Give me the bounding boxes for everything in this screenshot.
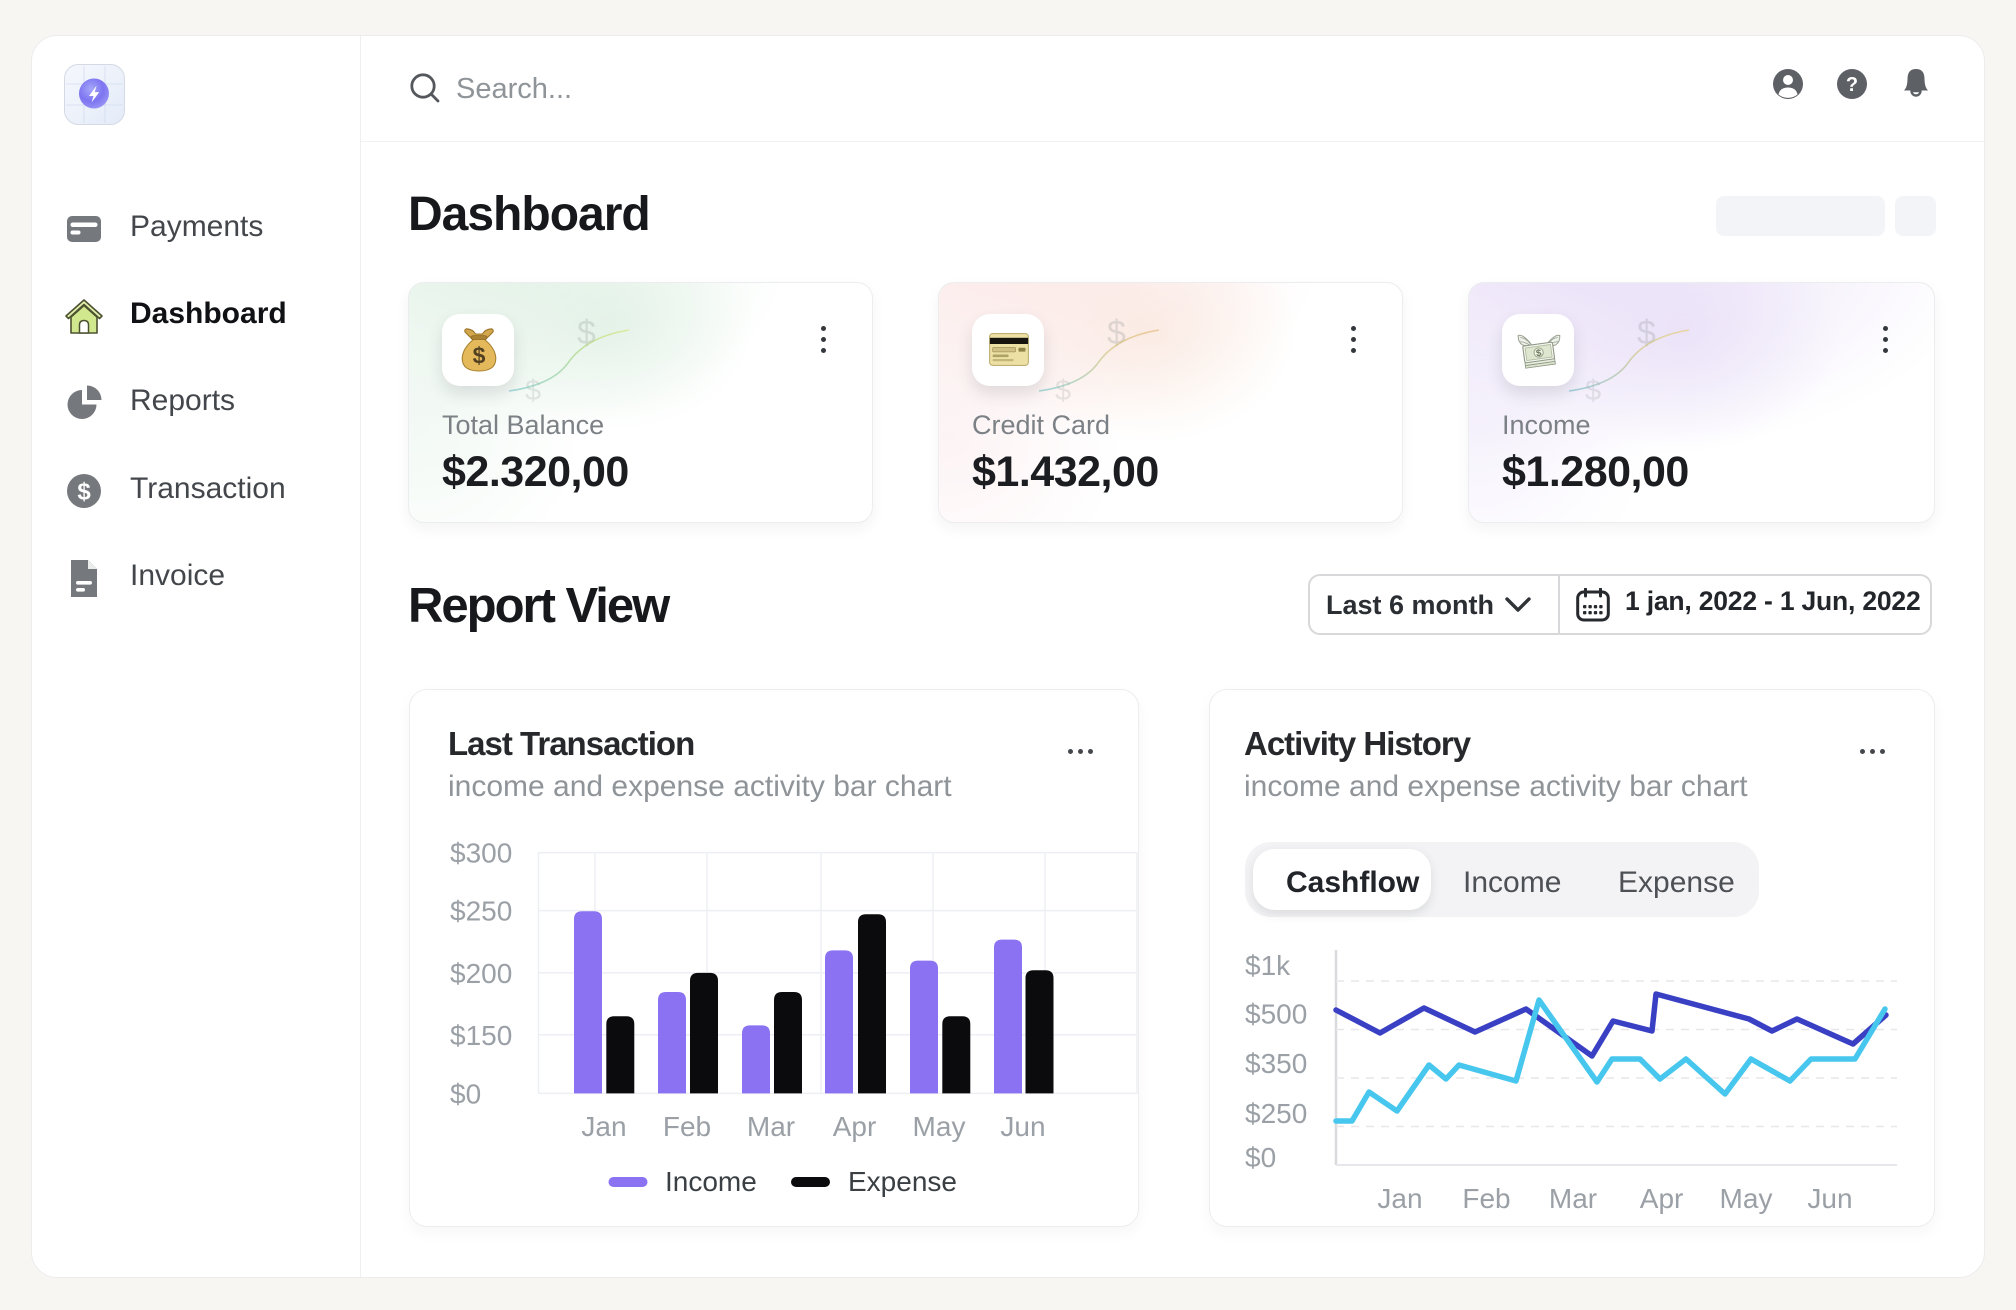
svg-text:$200: $200 [450,958,512,989]
svg-text:$1k: $1k [1245,950,1291,981]
svg-text:Apr: Apr [1640,1183,1684,1214]
svg-text:$250: $250 [450,896,512,927]
svg-text:Jun: Jun [1807,1183,1852,1214]
svg-text:$0: $0 [450,1078,481,1109]
svg-text:$250: $250 [1245,1098,1307,1129]
svg-text:May: May [1720,1183,1773,1214]
svg-text:$500: $500 [1245,999,1307,1030]
svg-text:$: $ [1535,348,1542,360]
svg-text:Income: Income [665,1166,757,1197]
svg-text:Jan: Jan [1377,1183,1422,1214]
svg-text:$: $ [77,479,91,506]
svg-text:Expense: Expense [848,1166,957,1197]
svg-text:$350: $350 [1245,1048,1307,1079]
svg-text:?: ? [1846,74,1858,96]
svg-text:Jan: Jan [581,1111,626,1142]
svg-text:May: May [913,1111,966,1142]
svg-text:Feb: Feb [1462,1183,1510,1214]
svg-text:$150: $150 [450,1020,512,1051]
svg-text:Mar: Mar [1549,1183,1597,1214]
svg-text:Apr: Apr [833,1111,877,1142]
svg-text:Jun: Jun [1000,1111,1045,1142]
svg-text:$: $ [473,343,486,369]
svg-text:Mar: Mar [747,1111,795,1142]
svg-text:$0: $0 [1245,1142,1276,1173]
svg-text:$300: $300 [450,838,512,869]
svg-text:Feb: Feb [663,1111,711,1142]
